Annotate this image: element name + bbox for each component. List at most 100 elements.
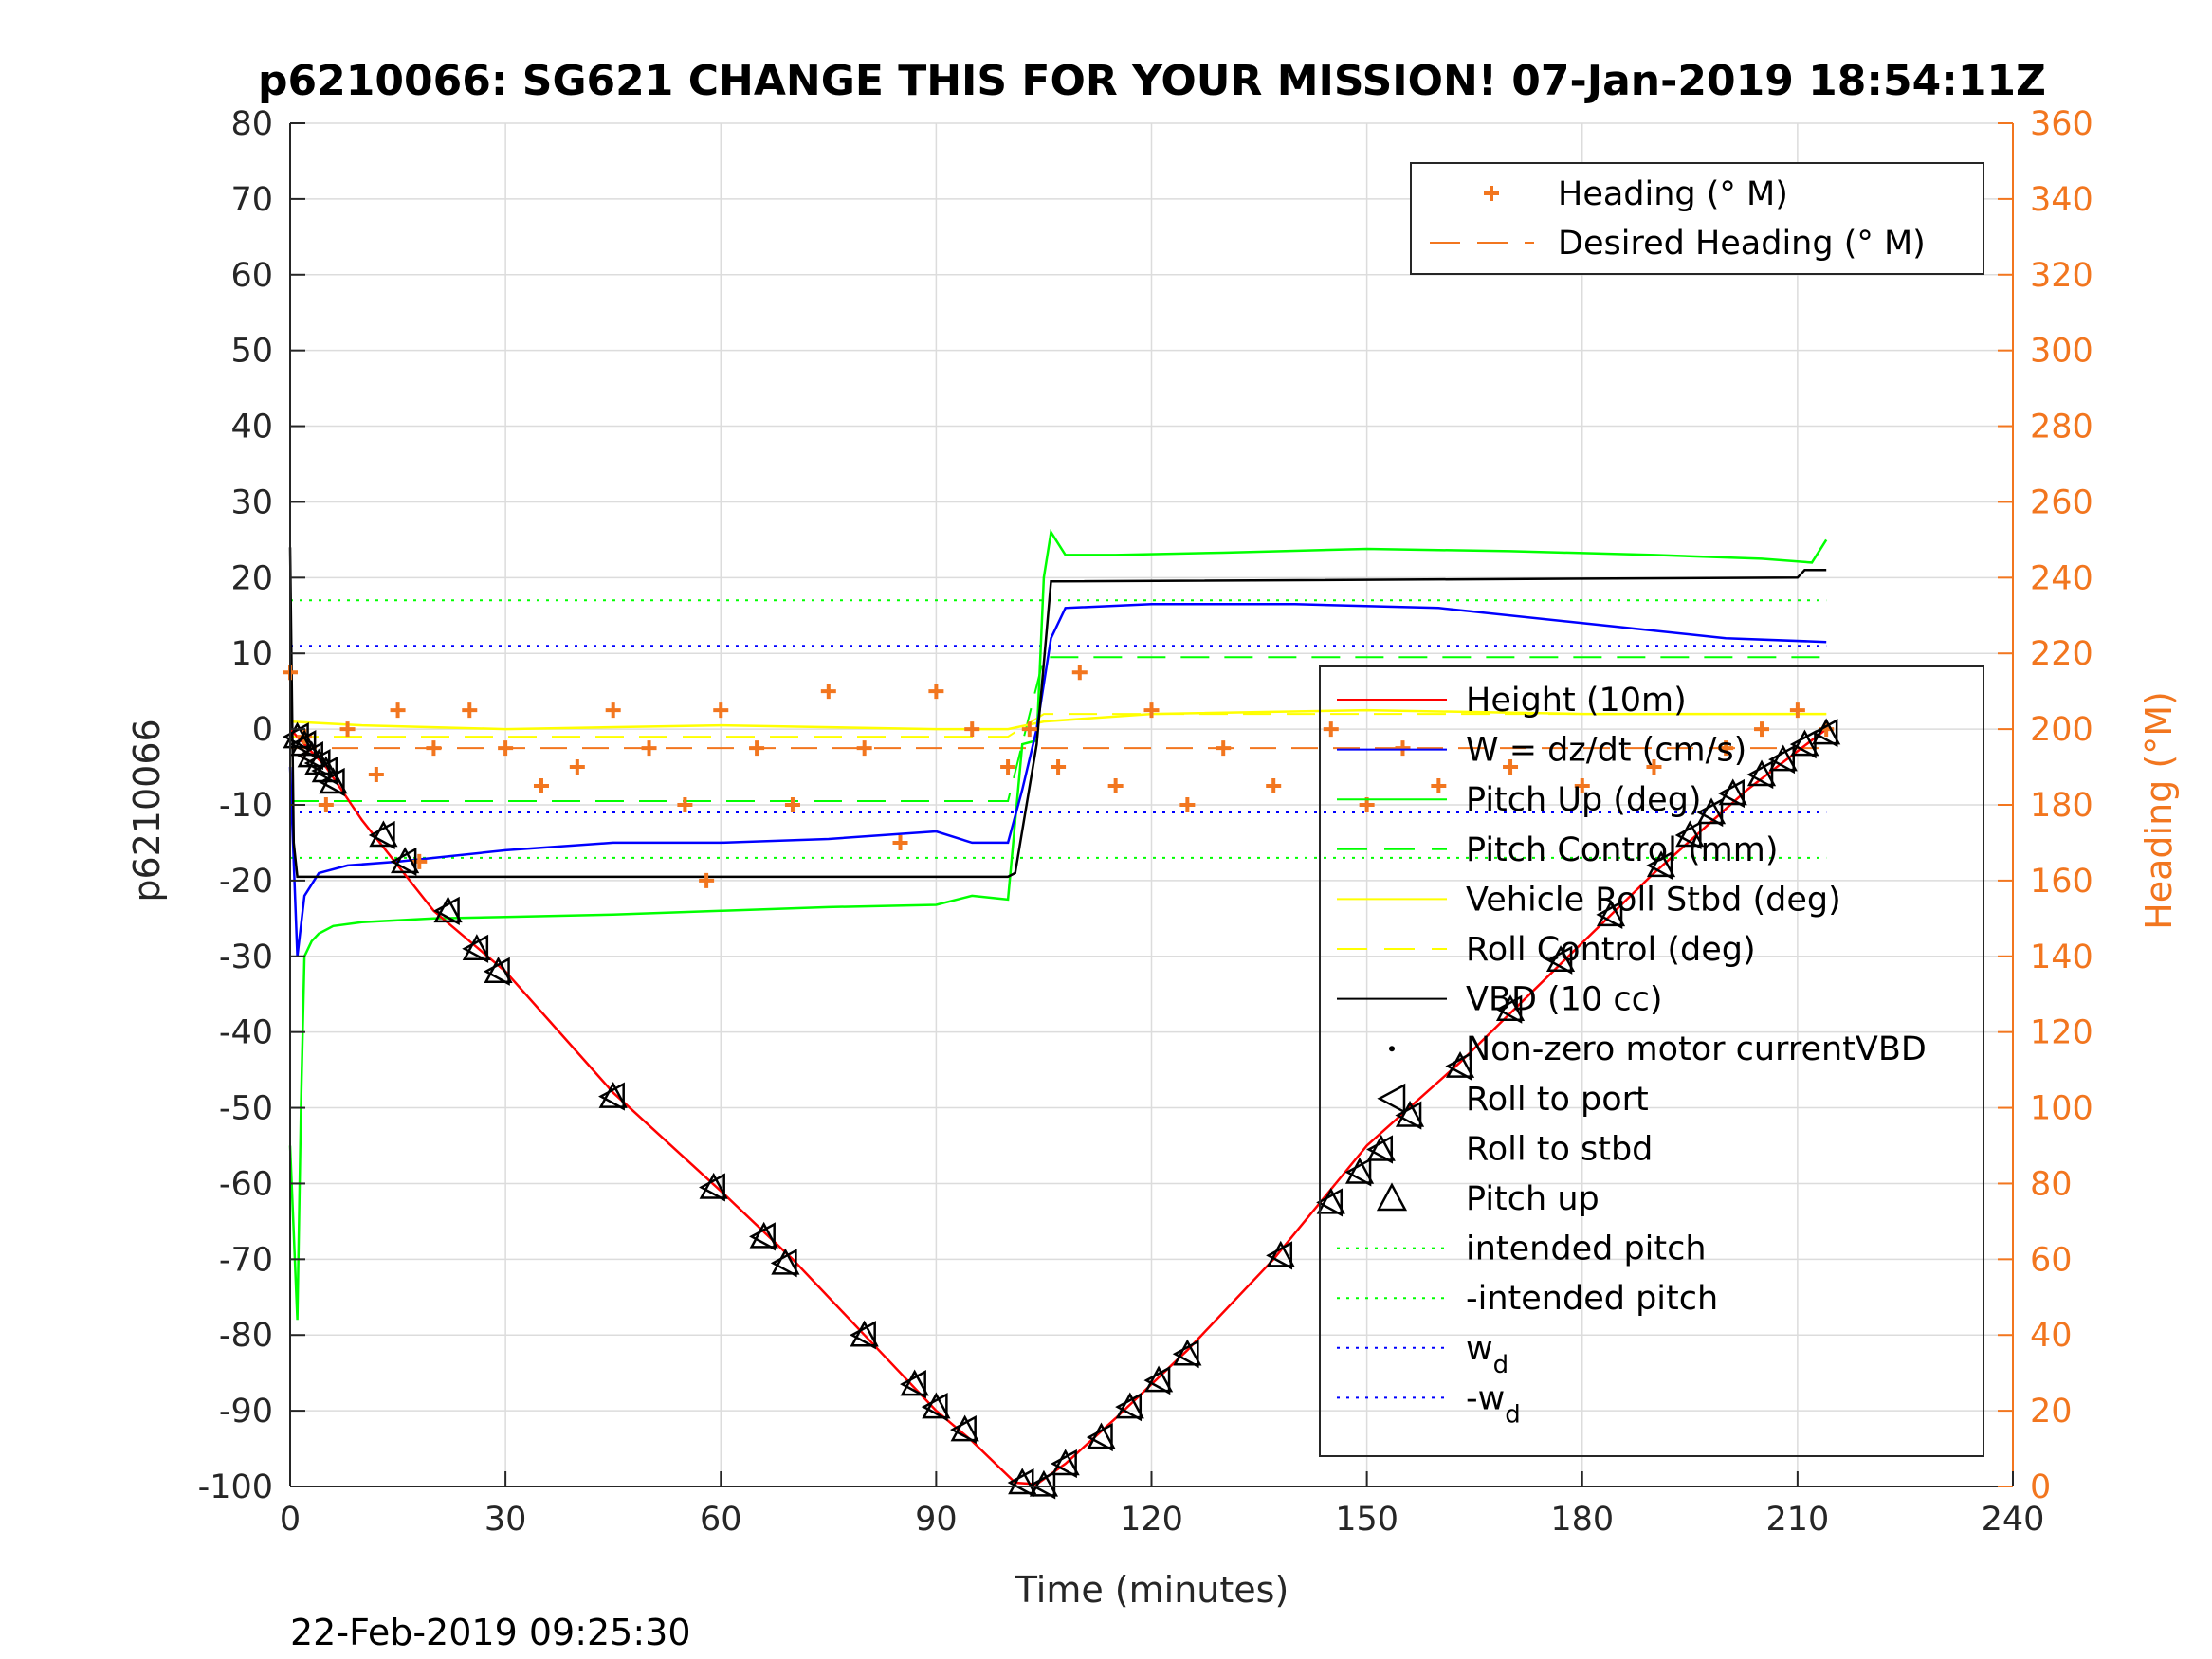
roll-to-port-marker — [1746, 759, 1774, 790]
pitch-up-marker — [484, 957, 513, 984]
legend-main: Height (10m) W = dz/dt (cm/s) Pitch Up (de… — [1319, 665, 1984, 1457]
pitch-up-marker — [1008, 1468, 1037, 1495]
heading-point — [928, 684, 944, 700]
roll-to-port-marker — [1172, 1340, 1199, 1369]
pitch-up-marker — [369, 820, 398, 848]
x-tick-label: 240 — [1982, 1501, 2045, 1539]
legend-main-entry: Non-zero motor currentVBD — [1466, 1030, 1927, 1068]
pitch-up-marker — [699, 1172, 728, 1199]
pitch-up-marker — [850, 1320, 879, 1347]
y-right-tick-label: 220 — [2030, 635, 2093, 673]
roll-to-port-marker — [1344, 1158, 1372, 1187]
y-tick-label: -20 — [219, 863, 273, 901]
x-tick-label: 120 — [1120, 1501, 1183, 1539]
pitch-up-marker — [598, 1081, 628, 1108]
roll-to-port-marker — [318, 767, 345, 797]
y-right-tick-label: 260 — [2030, 483, 2093, 521]
x-axis-label: Time (minutes) — [1015, 1569, 1289, 1611]
y-tick-label: -100 — [198, 1468, 273, 1506]
legend-main-entry: Roll to port — [1466, 1081, 1649, 1119]
y-tick-label: 80 — [230, 105, 273, 143]
heading-point — [749, 740, 765, 757]
heading-point — [1395, 740, 1411, 757]
pitch-up-marker — [1395, 1100, 1425, 1127]
pitch-up-marker — [1812, 718, 1841, 745]
roll-to-port-marker — [1051, 1449, 1077, 1479]
heading-point — [1071, 665, 1088, 681]
y-tick-label: 30 — [230, 483, 273, 521]
heading-point — [498, 740, 514, 757]
legend-main-entry: Vehicle Roll Stbd (deg) — [1466, 881, 1841, 919]
axes: 0 30 60 90 120 150 180 210 240-100-90-80-70-60-5… — [198, 105, 2093, 1539]
heading-point — [339, 721, 356, 738]
footer-timestamp: 22-Feb-2019 09:25:30 — [290, 1612, 691, 1653]
heading-point — [699, 872, 715, 888]
pitch-up-marker — [1316, 1187, 1345, 1214]
roll-to-port-marker — [1007, 1468, 1034, 1498]
roll-to-port-marker — [1646, 850, 1673, 881]
heading-point — [569, 759, 585, 775]
legend-main-entry: Pitch Control (mm) — [1466, 831, 1778, 869]
y-right-tick-label: 140 — [2030, 939, 2093, 976]
y-right-tick-label: 340 — [2030, 181, 2093, 219]
roll-to-port-marker — [432, 896, 460, 925]
heading-point — [1718, 740, 1734, 757]
pitch-up-marker — [1596, 900, 1626, 927]
roll-to-port-marker — [1811, 719, 1838, 748]
vehicle-roll-line — [289, 708, 1827, 731]
x-tick-label: 210 — [1765, 1501, 1829, 1539]
y-right-tick-label: 40 — [2030, 1317, 2073, 1355]
legend-dot-icon — [1389, 1046, 1395, 1052]
y-tick-label: 0 — [252, 711, 273, 749]
pitch-up-marker — [900, 1369, 929, 1396]
legend-main-entry: VBD (10 cc) — [1466, 981, 1663, 1019]
roll-to-port-marker — [598, 1082, 625, 1111]
x-tick-label: 30 — [484, 1501, 527, 1539]
pitch-up-marker — [922, 1392, 951, 1419]
y-right-tick-label: 360 — [2030, 105, 2093, 143]
y-right-tick-label: 20 — [2030, 1393, 2073, 1431]
legend-main-entry: Pitch up — [1466, 1180, 1600, 1218]
y-tick-label: 50 — [230, 333, 273, 371]
heading-point — [368, 767, 384, 783]
roll-to-port-marker — [900, 1370, 926, 1399]
pitch-up-marker — [1087, 1422, 1116, 1449]
roll-to-port-marker — [1718, 778, 1745, 809]
pitch-control-line — [290, 656, 1827, 802]
roll-to-port-marker — [1086, 1422, 1113, 1452]
roll-control-line — [290, 713, 1827, 738]
heading-point — [1051, 759, 1067, 775]
heading-point — [1323, 721, 1339, 738]
y-tick-label: -40 — [219, 1014, 273, 1052]
heading-point — [1266, 778, 1282, 794]
y-tick-label: -70 — [219, 1241, 273, 1279]
y-right-tick-label: 120 — [2030, 1014, 2093, 1052]
roll-to-port-marker — [1266, 1241, 1293, 1270]
roll-to-port-marker — [1768, 744, 1795, 775]
legend-heading-entry: Desired Heading (° M) — [1558, 225, 1926, 263]
y-right-tick-label: 100 — [2030, 1090, 2093, 1128]
legend-up-triangle-icon — [1376, 1182, 1408, 1212]
legend-main-entry: Roll to stbd — [1466, 1130, 1653, 1168]
roll-to-port-marker — [1495, 994, 1523, 1024]
heading-point — [1216, 740, 1232, 757]
y-tick-label: -10 — [219, 787, 273, 825]
y-right-tick-label: 280 — [2030, 409, 2093, 447]
chart-title: p6210066: SG621 CHANGE THIS FOR YOUR MIS… — [258, 57, 2046, 105]
heading-point — [1754, 721, 1770, 738]
heading-point — [533, 778, 549, 794]
roll-to-port-marker — [1366, 1135, 1394, 1164]
legend-main-entry: -intended pitch — [1466, 1280, 1718, 1318]
roll-to-port-marker — [1545, 945, 1573, 975]
legend-main-entry: intended pitch — [1466, 1231, 1707, 1268]
pitch-up-marker — [319, 767, 348, 794]
roll-to-port-marker — [368, 820, 395, 850]
roll-to-port-marker — [1696, 797, 1724, 828]
x-tick-label: 0 — [280, 1501, 301, 1539]
pitch-up-marker — [1051, 1449, 1080, 1476]
y-right-tick-label: 0 — [2030, 1468, 2051, 1506]
pitch-up-marker — [1646, 850, 1676, 878]
y-right-tick-label: 180 — [2030, 787, 2093, 825]
legend-heading-box — [1410, 162, 1984, 275]
